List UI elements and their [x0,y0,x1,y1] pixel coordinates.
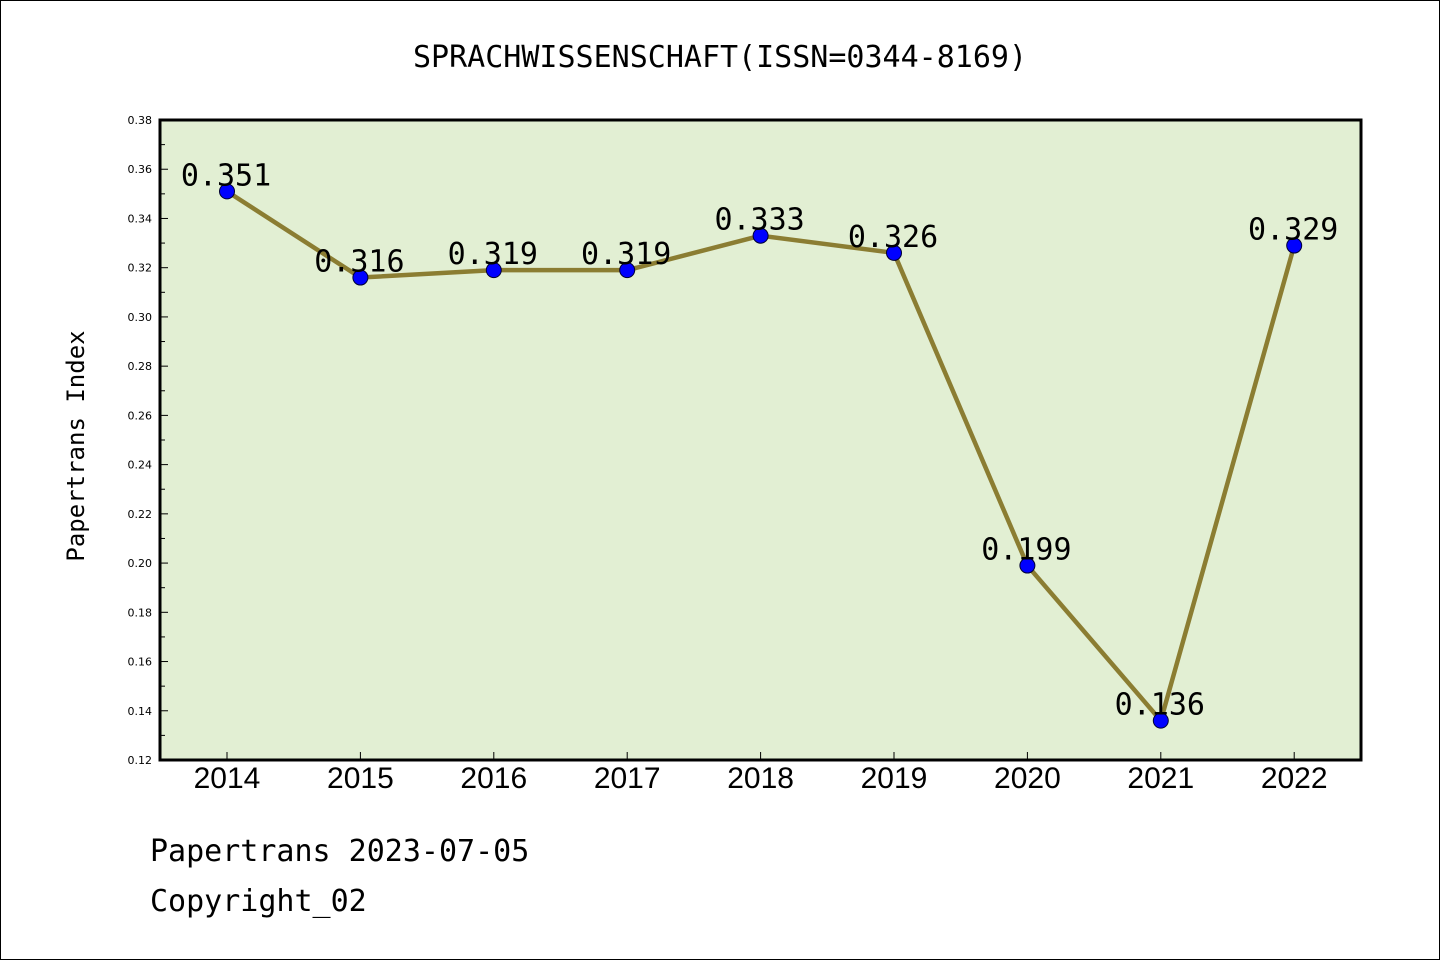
data-label: 0.326 [848,220,938,255]
x-tick-label: 2019 [861,762,928,795]
data-label: 0.329 [1248,213,1338,248]
x-tick-label: 2016 [460,762,527,795]
data-point [1152,712,1169,729]
data-point [886,244,902,261]
y-tick-label: 0.36 [128,163,153,176]
y-tick-label: 0.28 [128,360,153,373]
data-label: 0.319 [581,237,671,272]
data-label: 0.199 [981,533,1071,568]
x-tick-label: 2021 [1127,762,1194,795]
chart-title: SPRACHWISSENSCHAFT(ISSN=0344-8169) [413,40,1027,75]
x-tick-label: 2022 [1261,762,1328,795]
x-tick-label: 2015 [327,762,394,795]
data-point [352,269,369,286]
data-point [619,262,636,279]
x-tick-label: 2017 [594,762,661,795]
data-point [1019,557,1036,574]
data-label: 0.351 [181,158,271,193]
y-axis-label: Papertrans Index [62,330,90,561]
data-point [752,227,769,244]
y-tick-label: 0.32 [128,262,153,275]
y-tick-label: 0.38 [128,114,153,127]
y-tick-label: 0.20 [128,557,153,570]
x-tick-label: 2020 [994,762,1061,795]
y-tick-label: 0.24 [128,459,153,472]
footer-copyright: Copyright_02 [150,884,367,919]
data-label: 0.136 [1115,688,1205,723]
y-tick-label: 0.12 [128,754,153,767]
plot-border [158,118,1363,762]
y-tick-label: 0.22 [128,508,153,521]
data-label: 0.333 [714,203,804,238]
x-tick-label: 2018 [727,762,794,795]
y-tick-label: 0.16 [128,656,153,669]
y-tick-label: 0.34 [128,212,153,225]
data-label: 0.319 [448,237,538,272]
footer-source: Papertrans 2023-07-05 [150,834,530,869]
data-point [485,262,502,279]
y-tick-label: 0.26 [128,409,153,422]
data-point [1286,237,1303,254]
data-label: 0.316 [314,245,404,280]
y-tick-label: 0.18 [128,606,153,619]
y-tick-label: 0.14 [128,705,153,718]
y-tick-label: 0.30 [128,311,153,324]
plot-area [160,120,1361,760]
x-tick-label: 2014 [194,762,261,795]
data-point [219,183,235,200]
